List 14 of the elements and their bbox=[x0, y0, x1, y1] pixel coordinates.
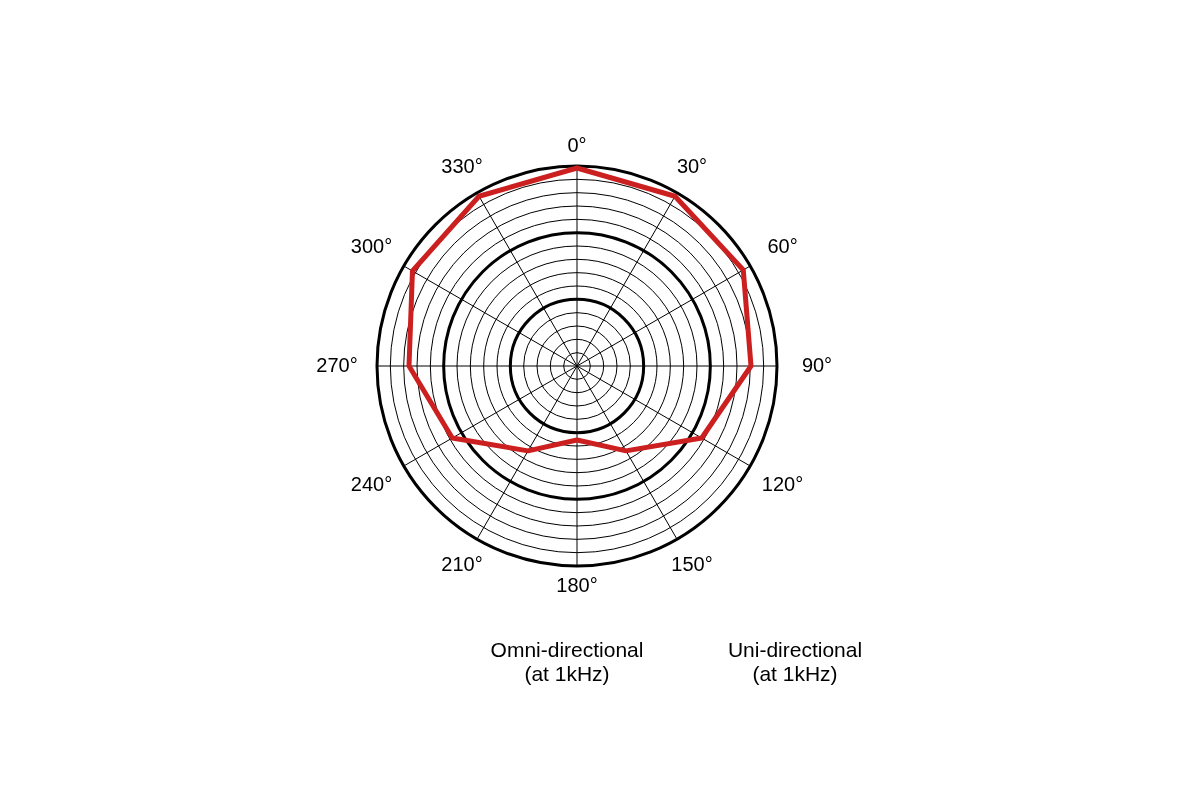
text: Omni-directional (at 1kHz) bbox=[490, 638, 644, 685]
spoke-label: 150° bbox=[671, 553, 713, 576]
spoke-label: 120° bbox=[761, 472, 804, 495]
spoke-label: 300° bbox=[350, 235, 393, 258]
spoke-label: 60° bbox=[767, 235, 798, 258]
spoke-label: 210° bbox=[441, 553, 483, 576]
spoke-label: 270° bbox=[316, 354, 358, 376]
spoke-label: 240° bbox=[350, 472, 393, 495]
spoke-label: 180° bbox=[556, 574, 598, 596]
spoke-label: 0° bbox=[567, 134, 587, 156]
spoke-label: 90° bbox=[801, 354, 833, 376]
text: Uni-directional (at 1kHz) bbox=[727, 638, 863, 685]
spoke-label: 30° bbox=[676, 154, 708, 177]
spoke-label: 330° bbox=[441, 154, 483, 177]
